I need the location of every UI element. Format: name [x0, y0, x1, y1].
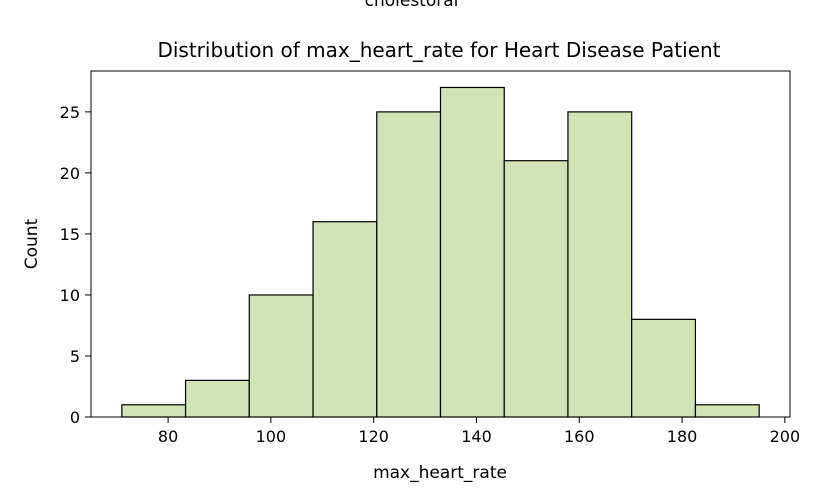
x-tick-label: 200: [770, 427, 801, 446]
x-axis-label: max_heart_rate: [373, 463, 507, 483]
y-tick-label: 25: [60, 103, 80, 122]
y-tick-label: 15: [60, 225, 80, 244]
y-tick-label: 10: [60, 286, 80, 305]
plot-frame: [90, 70, 791, 418]
histogram-bar: [376, 111, 442, 418]
x-tick-label: 100: [256, 427, 287, 446]
histogram-bar: [184, 379, 250, 418]
y-tick-label: 20: [60, 164, 80, 183]
histogram-bar: [503, 160, 569, 418]
histogram-bar: [567, 111, 633, 418]
y-tick-label: 0: [70, 408, 80, 427]
histogram-bar: [248, 294, 314, 418]
histogram-bar: [631, 318, 697, 418]
chart-title: Distribution of max_heart_rate for Heart…: [157, 38, 720, 62]
x-tick-label: 140: [461, 427, 492, 446]
histogram-bar: [312, 221, 378, 418]
x-tick-label: 80: [158, 427, 178, 446]
histogram-bar: [121, 404, 187, 418]
cut-off-chart-label: cholestoral: [364, 0, 459, 11]
x-tick-label: 120: [358, 427, 389, 446]
y-axis-ticks: 0 5 10 15 20 25: [60, 103, 91, 427]
histogram-bar: [694, 404, 760, 418]
y-axis-label: Count: [22, 218, 42, 269]
y-tick-label: 5: [70, 347, 80, 366]
bars-group: [121, 86, 760, 418]
x-tick-label: 180: [667, 427, 698, 446]
x-axis-ticks: 80 100 120 140 160 180 200: [158, 417, 800, 446]
histogram-bar: [439, 86, 505, 418]
x-tick-label: 160: [564, 427, 595, 446]
